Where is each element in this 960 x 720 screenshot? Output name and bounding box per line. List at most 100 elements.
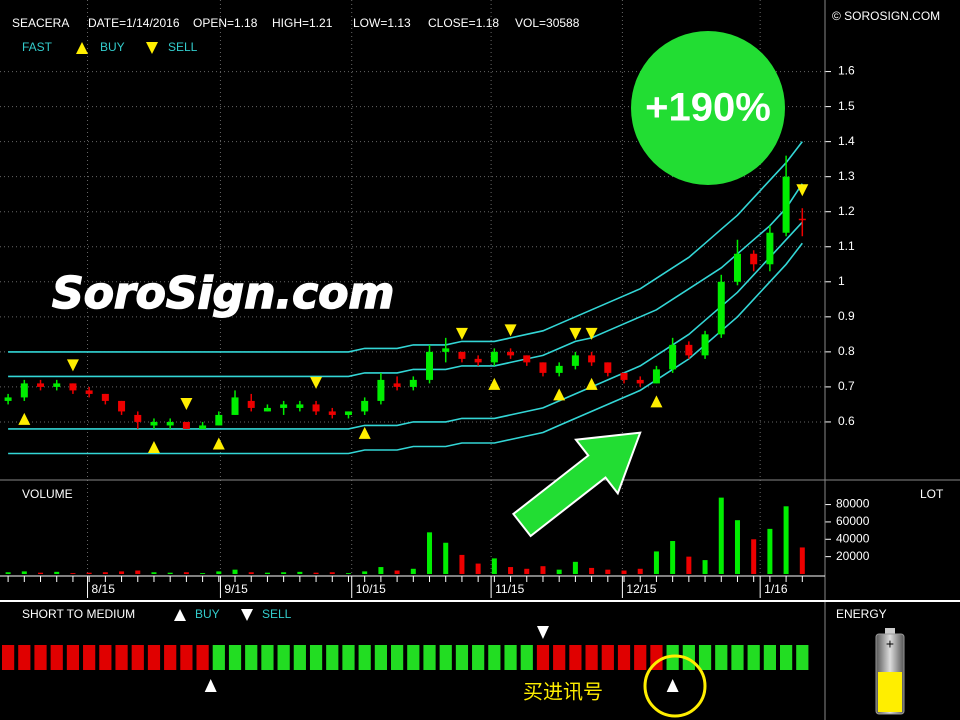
candle-body xyxy=(669,344,677,370)
sell-marker xyxy=(66,359,79,372)
signal-bar xyxy=(536,645,550,670)
buy-marker xyxy=(553,388,566,401)
legend-buy: BUY xyxy=(100,40,125,54)
band-line xyxy=(8,242,803,455)
signal-bar xyxy=(358,645,371,670)
volume-bar xyxy=(718,497,724,574)
candle-body xyxy=(717,281,725,335)
signal-bar xyxy=(147,645,161,670)
candle-body xyxy=(474,358,482,363)
candle-body xyxy=(118,400,126,412)
volume-bar xyxy=(281,572,287,574)
candle-body xyxy=(604,362,612,373)
signal-bar xyxy=(228,645,242,670)
candle-body xyxy=(199,425,207,429)
volume-bar xyxy=(362,571,368,574)
candle-body xyxy=(53,383,61,387)
candle-body xyxy=(766,232,774,265)
volume-bar xyxy=(427,532,433,574)
y-tick-label: 80000 xyxy=(836,497,870,511)
volume-bar xyxy=(670,541,676,574)
signal-bar xyxy=(66,645,80,670)
volume-bar xyxy=(637,568,643,574)
candle-body xyxy=(263,407,271,412)
candle-body xyxy=(296,404,304,408)
x-tick-label: 8/15 xyxy=(92,582,116,596)
volume-info: VOL=30588 xyxy=(515,16,580,30)
y-tick-label: 1.6 xyxy=(838,64,855,78)
sell-marker xyxy=(569,327,582,340)
candle-body xyxy=(442,348,450,352)
candle-body xyxy=(150,421,158,426)
volume-bar xyxy=(410,568,416,574)
candle-body xyxy=(636,379,644,384)
volume-bar xyxy=(264,572,270,574)
y-tick-label: 1 xyxy=(838,274,845,288)
sell-marker xyxy=(180,397,193,410)
plot-layer: 0.6 0.7 0.8 0.9 1 1.1 1.2 1.3 1.4 1.5 1.6 8/15 9/15 1… xyxy=(0,0,870,692)
volume-bar xyxy=(345,573,351,574)
x-tick-label: 11/15 xyxy=(495,582,524,596)
y-tick-label: 1.5 xyxy=(838,99,855,113)
signal-bar xyxy=(601,645,614,670)
candle-body xyxy=(620,372,628,380)
pointer-arrow xyxy=(511,431,642,538)
signal-legend-buy: BUY xyxy=(195,607,220,621)
volume-bar xyxy=(216,571,222,574)
buy-marker xyxy=(488,377,501,390)
sell-arrow xyxy=(536,626,549,639)
sell-marker xyxy=(310,376,323,389)
volume-bar xyxy=(734,520,740,574)
volume-bar xyxy=(702,560,708,574)
volume-bar xyxy=(751,539,757,574)
candle-body xyxy=(37,383,45,387)
volume-bar xyxy=(524,568,530,574)
volume-bar xyxy=(556,569,562,574)
signal-bar xyxy=(698,645,712,670)
signal-highlight xyxy=(643,654,707,718)
volume-bar xyxy=(167,572,173,574)
volume-bar xyxy=(248,572,254,574)
signal-bar xyxy=(796,645,809,670)
signal-bar xyxy=(83,645,96,670)
candle-body xyxy=(588,355,596,363)
svg-text:+: + xyxy=(886,636,894,652)
copyright: © SOROSIGN.COM xyxy=(832,9,940,23)
candle-body xyxy=(701,334,709,356)
signal-bar xyxy=(309,645,323,670)
signal-legend-sell: SELL xyxy=(262,607,292,621)
candle-body xyxy=(458,351,466,359)
candle-body xyxy=(393,383,401,387)
candle-body xyxy=(555,365,563,373)
buy-arrow xyxy=(204,679,217,692)
signal-bar xyxy=(180,645,193,670)
energy-battery: + xyxy=(875,628,905,715)
volume-bar xyxy=(5,572,11,574)
energy-title: ENERGY xyxy=(836,607,887,621)
volume-bar xyxy=(183,572,189,574)
volume-bar xyxy=(686,556,692,574)
signal-bar xyxy=(585,645,598,670)
candle-body xyxy=(20,383,28,398)
y-tick-label: 20000 xyxy=(836,549,870,563)
volume-bar xyxy=(70,573,76,574)
signal-bar xyxy=(374,645,387,670)
band-line xyxy=(8,183,803,378)
signal-bar xyxy=(2,645,15,670)
volume-bar xyxy=(589,567,595,574)
candle-body xyxy=(426,351,434,380)
candle-body xyxy=(733,253,741,282)
volume-bar xyxy=(443,542,449,574)
candle-body xyxy=(166,421,174,426)
high: HIGH=1.21 xyxy=(272,16,333,30)
candle-body xyxy=(312,404,320,412)
candle-body xyxy=(101,393,109,401)
signal-bar xyxy=(407,645,420,670)
signal-bar xyxy=(326,645,339,670)
signal-bar xyxy=(261,645,274,670)
signal-bar xyxy=(455,645,469,670)
legend-sell: SELL xyxy=(168,40,198,54)
buy-marker xyxy=(358,426,371,439)
y-tick-label: 1.3 xyxy=(838,169,855,183)
